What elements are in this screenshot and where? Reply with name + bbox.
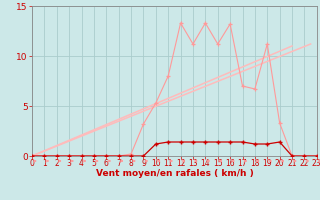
X-axis label: Vent moyen/en rafales ( km/h ): Vent moyen/en rafales ( km/h ) bbox=[96, 169, 253, 178]
